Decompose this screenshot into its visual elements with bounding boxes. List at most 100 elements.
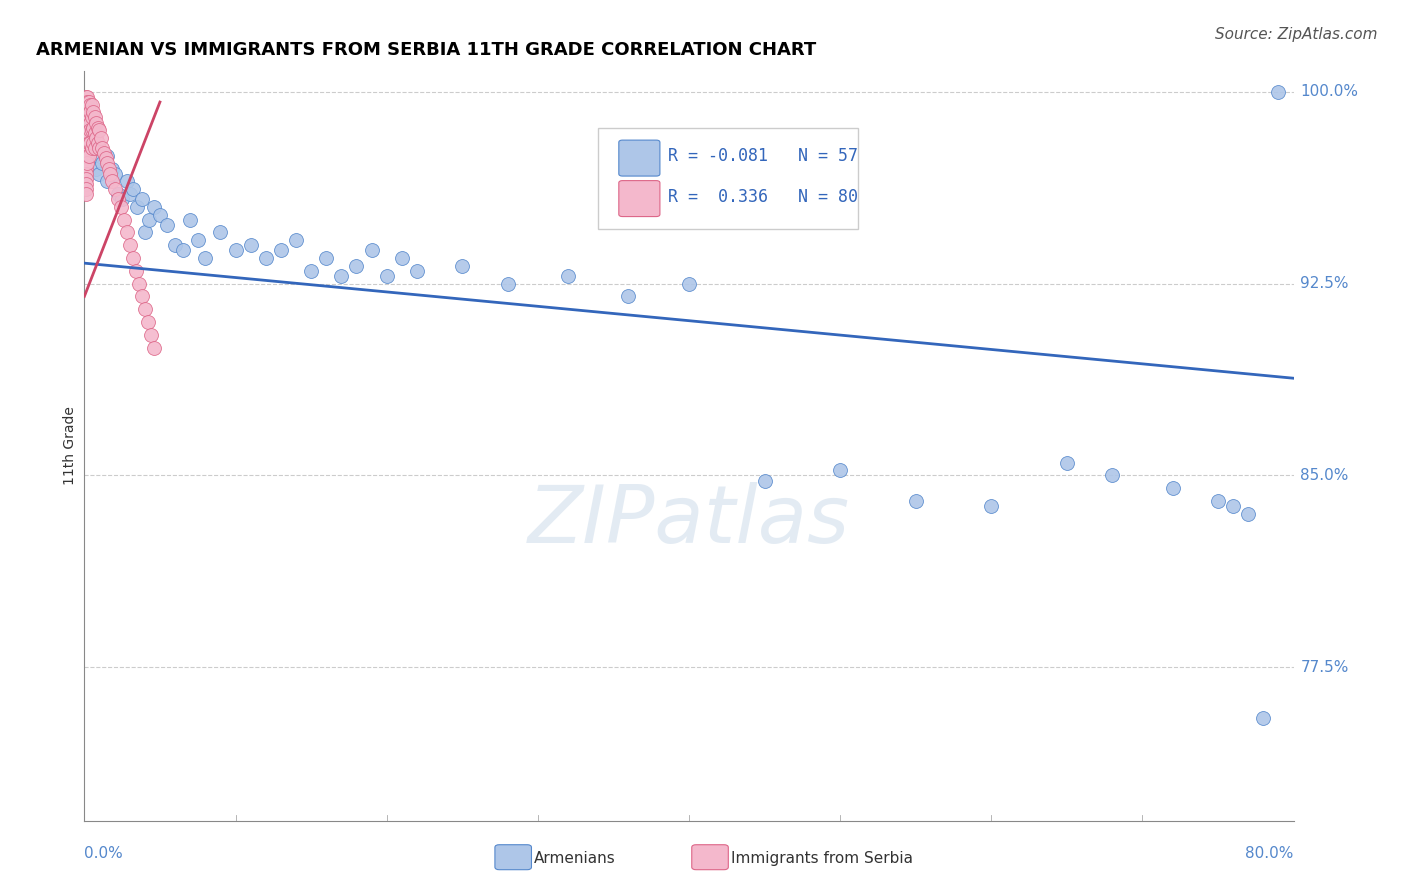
Point xyxy=(86,115,108,129)
Point xyxy=(125,264,148,278)
Point xyxy=(96,149,118,163)
Point xyxy=(75,95,97,109)
Point xyxy=(75,120,97,135)
Point xyxy=(270,244,292,258)
Point xyxy=(121,182,143,196)
Point xyxy=(375,268,398,283)
Point xyxy=(89,123,111,137)
Point xyxy=(82,149,104,163)
Point xyxy=(194,251,217,265)
Text: ARMENIAN VS IMMIGRANTS FROM SERBIA 11TH GRADE CORRELATION CHART: ARMENIAN VS IMMIGRANTS FROM SERBIA 11TH … xyxy=(37,41,817,59)
Point xyxy=(115,226,138,240)
Point xyxy=(128,277,150,291)
Point xyxy=(75,115,97,129)
FancyBboxPatch shape xyxy=(619,140,659,176)
Point xyxy=(239,238,262,252)
Point xyxy=(75,131,97,145)
Point xyxy=(75,105,97,120)
Point xyxy=(80,97,103,112)
Point xyxy=(76,111,98,125)
Point xyxy=(209,226,232,240)
Point xyxy=(98,167,121,181)
FancyBboxPatch shape xyxy=(619,180,659,217)
Point xyxy=(80,141,103,155)
Point xyxy=(79,105,101,120)
Point xyxy=(75,167,97,181)
Point xyxy=(254,251,277,265)
Point xyxy=(86,131,108,145)
Text: R = -0.081   N = 57: R = -0.081 N = 57 xyxy=(668,146,859,165)
Text: Immigrants from Serbia: Immigrants from Serbia xyxy=(731,851,912,865)
Point xyxy=(149,208,172,222)
Point xyxy=(112,212,135,227)
Point xyxy=(76,115,98,129)
Point xyxy=(84,141,107,155)
Point xyxy=(391,251,413,265)
Point xyxy=(86,161,108,176)
Point xyxy=(156,218,179,232)
Point xyxy=(121,251,143,265)
Point xyxy=(111,192,134,206)
Point xyxy=(93,146,115,161)
Point xyxy=(134,302,156,317)
Point xyxy=(360,244,382,258)
Point xyxy=(94,151,117,165)
Point xyxy=(904,494,927,508)
Point xyxy=(754,474,776,488)
Point xyxy=(617,289,640,303)
Point xyxy=(315,251,337,265)
Point xyxy=(172,244,194,258)
Point xyxy=(179,212,201,227)
Point xyxy=(76,131,98,145)
Point xyxy=(134,226,156,240)
Point xyxy=(84,111,107,125)
Point xyxy=(187,233,209,247)
Point xyxy=(118,187,141,202)
Point xyxy=(77,149,100,163)
Text: 92.5%: 92.5% xyxy=(1301,277,1348,291)
Point xyxy=(77,111,100,125)
Y-axis label: 11th Grade: 11th Grade xyxy=(63,407,77,485)
Point xyxy=(87,136,110,150)
Point xyxy=(1222,499,1244,513)
Point xyxy=(89,141,111,155)
Text: R =  0.336   N = 80: R = 0.336 N = 80 xyxy=(668,188,859,206)
Point xyxy=(75,156,97,170)
Point xyxy=(89,167,111,181)
Text: 85.0%: 85.0% xyxy=(1301,468,1348,483)
Point xyxy=(91,156,114,170)
Point xyxy=(76,141,98,155)
Point xyxy=(75,171,97,186)
Point xyxy=(136,315,159,329)
Point xyxy=(77,118,100,132)
Text: 100.0%: 100.0% xyxy=(1301,85,1358,99)
Point xyxy=(75,187,97,202)
Point xyxy=(107,187,129,202)
Point xyxy=(75,146,97,161)
Point xyxy=(830,463,852,477)
Point xyxy=(165,238,187,252)
Text: Source: ZipAtlas.com: Source: ZipAtlas.com xyxy=(1215,27,1378,42)
Point xyxy=(79,97,101,112)
Point xyxy=(100,161,122,176)
Point xyxy=(75,141,97,155)
Text: 80.0%: 80.0% xyxy=(1246,846,1294,861)
Point xyxy=(330,268,353,283)
Point xyxy=(75,177,97,191)
Point xyxy=(75,111,97,125)
Point xyxy=(225,244,247,258)
Point xyxy=(118,238,141,252)
Point xyxy=(76,123,98,137)
Point xyxy=(451,259,474,273)
Point xyxy=(75,161,97,176)
Point xyxy=(678,277,700,291)
Point xyxy=(82,136,104,150)
Point xyxy=(496,277,519,291)
FancyBboxPatch shape xyxy=(599,128,858,228)
Point xyxy=(1056,456,1078,470)
Point xyxy=(104,182,127,196)
Point xyxy=(76,156,98,170)
Point xyxy=(139,327,162,342)
Point xyxy=(1253,711,1275,725)
Point xyxy=(79,123,101,137)
